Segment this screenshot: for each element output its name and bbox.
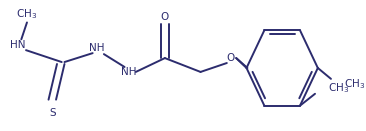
Text: NH: NH bbox=[89, 43, 104, 53]
Text: NH: NH bbox=[120, 67, 136, 77]
Text: S: S bbox=[49, 108, 56, 118]
Text: O: O bbox=[161, 12, 169, 21]
Text: CH$_3$: CH$_3$ bbox=[16, 8, 38, 21]
Text: HN: HN bbox=[10, 40, 25, 50]
Text: CH$_3$: CH$_3$ bbox=[328, 81, 350, 95]
Text: O: O bbox=[227, 53, 235, 63]
Text: CH$_3$: CH$_3$ bbox=[344, 77, 365, 91]
